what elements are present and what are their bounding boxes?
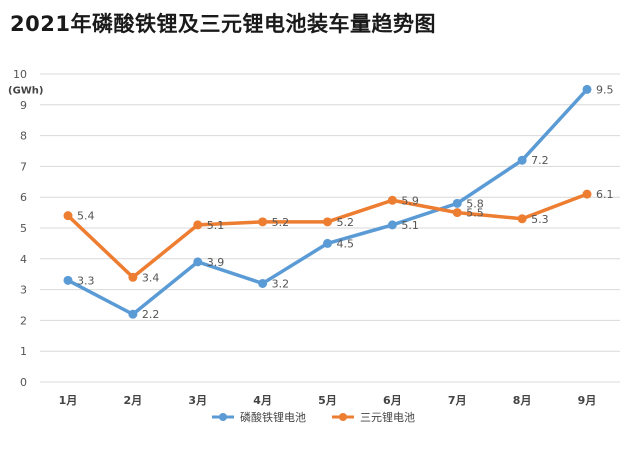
data-label: 5.9 xyxy=(401,194,419,207)
x-tick-label: 6月 xyxy=(383,394,402,407)
chart-area: 0 1 2 3 4 5 6 7 8 9 10 (GWh) 1月 2月 3月 4月 5月 6月 7月 8月 9月 3.… xyxy=(0,52,640,450)
x-tick-label: 4月 xyxy=(253,394,272,407)
legend-swatch-marker xyxy=(339,413,347,421)
x-tick-label: 9月 xyxy=(578,394,597,407)
data-point xyxy=(128,272,138,282)
data-label: 5.2 xyxy=(337,216,355,229)
data-point xyxy=(193,257,203,267)
data-label: 5.8 xyxy=(466,197,484,210)
data-label: 3.3 xyxy=(77,274,95,287)
data-point xyxy=(323,217,332,227)
legend-label: 磷酸铁锂电池 xyxy=(240,410,306,424)
data-label: 4.5 xyxy=(337,237,355,250)
data-point xyxy=(582,84,592,94)
data-label: 5.5 xyxy=(466,207,484,220)
y-tick-label: 3 xyxy=(20,284,27,297)
gridlines xyxy=(40,73,620,383)
data-point xyxy=(258,217,268,227)
x-tick-label: 1月 xyxy=(59,394,78,407)
data-point xyxy=(387,195,397,205)
y-tick-label: 4 xyxy=(20,253,27,266)
data-label: 3.4 xyxy=(142,271,160,284)
legend: 磷酸铁锂电池 三元锂电池 xyxy=(212,410,415,424)
y-tick-label: 7 xyxy=(20,160,27,173)
data-label: 5.3 xyxy=(531,213,549,226)
data-label: 3.9 xyxy=(207,256,225,269)
x-tick-label: 7月 xyxy=(448,394,467,407)
series-2: 5.4 3.4 5.1 5.2 5.2 5.9 5.5 5.3 6.1 xyxy=(63,188,614,284)
data-label: 9.5 xyxy=(596,83,614,96)
data-point xyxy=(452,208,462,218)
data-point xyxy=(128,309,138,319)
data-point xyxy=(193,220,203,230)
chart-title: 2021年磷酸铁锂及三元锂电池装车量趋势图 xyxy=(10,12,436,36)
data-label: 7.2 xyxy=(531,154,549,167)
data-point xyxy=(63,211,73,221)
data-label: 5.4 xyxy=(77,210,95,223)
data-label: 5.2 xyxy=(272,216,290,229)
data-point xyxy=(323,238,332,248)
y-tick-label: 5 xyxy=(20,222,27,235)
legend-item-2: 三元锂电池 xyxy=(332,410,415,424)
y-tick-label: 10 xyxy=(13,68,27,81)
data-label: 5.1 xyxy=(401,219,419,232)
y-axis-unit: (GWh) xyxy=(8,85,44,96)
series-1: 3.3 2.2 3.9 3.2 4.5 5.1 5.8 7.2 9.5 xyxy=(63,83,614,321)
data-label: 5.1 xyxy=(207,219,225,232)
legend-swatch-marker xyxy=(219,413,227,421)
series-line xyxy=(66,192,589,280)
data-point xyxy=(387,220,397,230)
y-tick-label: 2 xyxy=(20,314,27,327)
data-point xyxy=(582,189,592,199)
data-point xyxy=(63,275,73,285)
y-tick-label: 9 xyxy=(20,99,27,112)
y-axis-ticks: 0 1 2 3 4 5 6 7 8 9 10 xyxy=(13,68,27,389)
legend-item-1: 磷酸铁锂电池 xyxy=(212,410,306,424)
x-tick-label: 8月 xyxy=(513,394,532,407)
y-tick-label: 8 xyxy=(20,130,27,143)
x-tick-label: 3月 xyxy=(188,394,207,407)
data-point xyxy=(258,278,268,288)
data-point xyxy=(517,155,527,165)
data-label: 6.1 xyxy=(596,188,614,201)
data-point xyxy=(517,214,527,224)
y-tick-label: 1 xyxy=(20,345,27,358)
data-label: 2.2 xyxy=(142,308,160,321)
y-tick-label: 6 xyxy=(20,191,27,204)
x-tick-label: 5月 xyxy=(318,394,337,407)
series-group: 3.32.23.93.24.55.15.87.29.55.43.45.1 5.2 5… xyxy=(63,83,614,321)
x-axis-ticks: 1月 2月 3月 4月 5月 6月 7月 8月 9月 xyxy=(59,394,597,407)
line-chart: 0 1 2 3 4 5 6 7 8 9 10 (GWh) 1月 2月 3月 4月 5月 6月 7月 8月 9月 3.… xyxy=(8,68,620,424)
legend-label: 三元锂电池 xyxy=(360,410,415,424)
data-label: 3.2 xyxy=(272,277,290,290)
x-tick-label: 2月 xyxy=(124,394,143,407)
data-point xyxy=(452,198,462,208)
y-tick-label: 0 xyxy=(20,376,27,389)
